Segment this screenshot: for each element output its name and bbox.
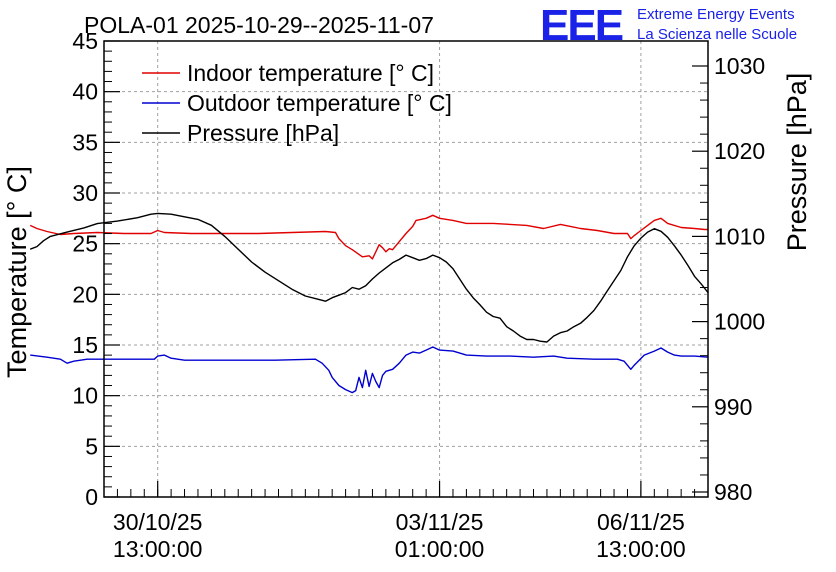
y-tick-label: 25 — [72, 231, 98, 257]
y2-tick-label: 980 — [714, 479, 752, 505]
legend-label-indoor: Indoor temperature [° C] — [187, 60, 434, 86]
y-tick-label: 0 — [85, 484, 98, 510]
legend: Indoor temperature [° C] Outdoor tempera… — [142, 60, 452, 146]
y2-tick-label: 1010 — [714, 223, 765, 249]
x-tick-label-time: 13:00:00 — [113, 536, 203, 562]
y-tick-label: 15 — [72, 332, 98, 358]
series-line-indoor-temperature — [29, 214, 708, 260]
series-line-pressure — [29, 212, 709, 343]
y2-tick-label: 1020 — [714, 138, 765, 164]
eee-logo: EEE Extreme Energy Events La Scienza nel… — [540, 1, 797, 50]
y2-axis-title: Pressure [hPa] — [782, 73, 812, 252]
y-tick-label: 5 — [85, 433, 98, 459]
legend-label-pressure: Pressure [hPa] — [187, 120, 339, 146]
x-tick-label-date: 03/11/25 — [396, 509, 484, 535]
chart-title: POLA-01 2025-10-29--2025-11-07 — [84, 12, 434, 38]
axis-layer: 0 5 10 15 20 25 30 35 40 45 980 990 1000 1010 1020 1030… — [72, 28, 765, 562]
y-tick-label: 10 — [72, 383, 98, 409]
series-line-outdoor-temperature — [30, 346, 709, 394]
y-tick-label: 40 — [72, 79, 98, 105]
y2-tick-label: 1030 — [714, 53, 765, 79]
series-layer — [29, 212, 709, 394]
y-tick-label: 45 — [72, 28, 98, 54]
y-tick-label: 35 — [72, 129, 98, 155]
logo-line-2: La Scienza nelle Scuole — [637, 26, 797, 43]
x-tick-label-time: 01:00:00 — [395, 536, 485, 562]
y-tick-label: 30 — [72, 180, 98, 206]
x-tick-label-date: 30/10/25 — [113, 509, 203, 535]
logo-line-1: Extreme Energy Events — [637, 6, 795, 23]
plot-frame — [103, 40, 709, 498]
y-axis-title: Temperature [° C] — [2, 166, 32, 378]
y-tick-label: 20 — [72, 281, 98, 307]
y2-tick-label: 990 — [714, 394, 752, 420]
x-tick-label-time: 13:00:00 — [596, 536, 686, 562]
logo-mark: EEE — [540, 1, 623, 50]
x-tick-label-date: 06/11/25 — [597, 509, 685, 535]
y2-tick-label: 1000 — [714, 309, 765, 335]
grid-layer — [104, 41, 708, 497]
legend-label-outdoor: Outdoor temperature [° C] — [187, 90, 452, 116]
